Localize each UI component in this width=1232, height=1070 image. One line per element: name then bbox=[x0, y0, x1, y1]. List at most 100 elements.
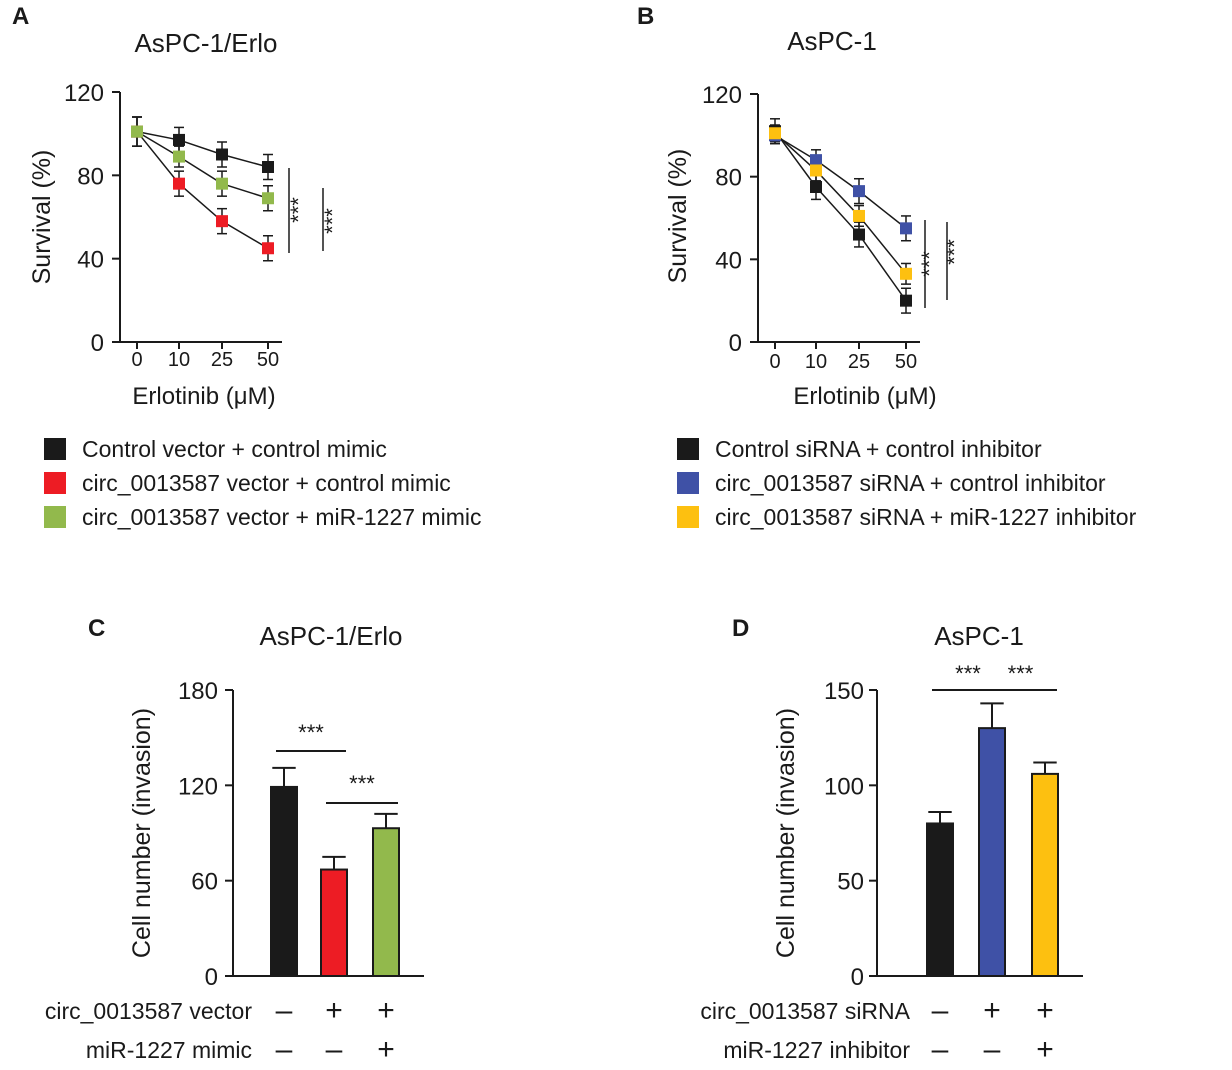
data-point bbox=[262, 192, 274, 205]
significance-label: *** bbox=[298, 720, 324, 745]
data-point bbox=[853, 228, 865, 241]
data-point bbox=[173, 133, 185, 146]
bar bbox=[978, 727, 1006, 978]
legend-label: circ_0013587 siRNA + control inhibitor bbox=[715, 470, 1106, 496]
significance-label: *** bbox=[286, 197, 311, 223]
y-tick-label: 0 bbox=[729, 330, 742, 357]
data-point bbox=[900, 222, 912, 235]
y-tick-label: 120 bbox=[178, 773, 218, 800]
legend-label: Control vector + control mimic bbox=[82, 436, 387, 462]
legend-label: circ_0013587 vector + miR-1227 mimic bbox=[82, 504, 481, 530]
legend-label: Control siRNA + control inhibitor bbox=[715, 436, 1042, 462]
y-axis-title: Cell number (invasion) bbox=[128, 708, 156, 958]
condition-label: circ_0013587 vector bbox=[45, 998, 252, 1024]
y-axis-title: Survival (%) bbox=[664, 149, 692, 284]
condition-sign: – bbox=[276, 994, 293, 1027]
x-tick-label: 10 bbox=[805, 351, 827, 373]
condition-sign: + bbox=[377, 994, 395, 1027]
y-tick-label: 50 bbox=[837, 869, 864, 896]
condition-sign: – bbox=[932, 994, 949, 1027]
series-line bbox=[774, 130, 907, 302]
panel-letter: D bbox=[732, 615, 749, 642]
legend-label: circ_0013587 siRNA + miR-1227 inhibitor bbox=[715, 504, 1137, 530]
legend-swatch bbox=[677, 506, 699, 528]
condition-sign: + bbox=[1036, 994, 1054, 1027]
chart-title: AsPC-1 bbox=[934, 621, 1024, 651]
series-line bbox=[136, 130, 269, 168]
data-point bbox=[853, 209, 865, 222]
data-point bbox=[216, 177, 228, 190]
data-point bbox=[131, 125, 143, 138]
panel-A: A AsPC-1/Erlo Survival (%) Erlotinib (μM) 0 4… bbox=[12, 3, 481, 530]
significance-label: *** bbox=[955, 661, 981, 686]
panel-D: D AsPC-1 Cell number (invasion) 0 50 100 150 **… bbox=[700, 615, 1083, 1066]
x-tick-label: 50 bbox=[895, 351, 917, 373]
data-point bbox=[216, 215, 228, 228]
y-tick-label: 80 bbox=[77, 163, 104, 190]
y-axis-title: Cell number (invasion) bbox=[772, 708, 800, 958]
data-point bbox=[262, 161, 274, 173]
condition-sign: + bbox=[1036, 1033, 1054, 1066]
legend-swatch bbox=[677, 472, 699, 494]
data-point bbox=[769, 127, 781, 140]
condition-sign: – bbox=[984, 1033, 1001, 1066]
panel-letter: B bbox=[637, 3, 654, 30]
condition-label: miR-1227 mimic bbox=[86, 1037, 252, 1063]
data-point bbox=[216, 148, 228, 161]
chart-title: AsPC-1 bbox=[787, 26, 877, 56]
x-tick-label: 25 bbox=[848, 351, 870, 373]
x-tick-label: 0 bbox=[131, 349, 142, 371]
panel-letter: A bbox=[12, 3, 29, 30]
chart-title: AsPC-1/Erlo bbox=[134, 28, 277, 58]
legend-swatch bbox=[677, 438, 699, 460]
legend-swatch bbox=[44, 438, 66, 460]
bar bbox=[1031, 772, 1059, 977]
data-point bbox=[853, 185, 865, 198]
data-point bbox=[900, 294, 912, 307]
series-line bbox=[136, 130, 269, 199]
y-tick-label: 120 bbox=[64, 80, 104, 107]
series-line bbox=[136, 131, 269, 249]
significance-label: *** bbox=[942, 239, 967, 265]
y-tick-label: 0 bbox=[91, 330, 104, 357]
data-point bbox=[173, 177, 185, 190]
series-line bbox=[774, 132, 907, 275]
x-axis-title: Erlotinib (μM) bbox=[793, 383, 936, 410]
bar bbox=[270, 785, 298, 978]
legend: Control vector + control mimic circ_00135… bbox=[44, 436, 481, 530]
condition-label: circ_0013587 siRNA bbox=[700, 998, 910, 1024]
bar bbox=[372, 827, 400, 977]
data-point bbox=[810, 154, 822, 167]
panel-C: C AsPC-1/Erlo Cell number (invasion) 0 60 120… bbox=[45, 615, 424, 1066]
y-tick-label: 180 bbox=[178, 678, 218, 705]
panel-letter: C bbox=[88, 615, 105, 642]
y-tick-label: 150 bbox=[824, 678, 864, 705]
significance-label: *** bbox=[1008, 661, 1034, 686]
y-tick-label: 40 bbox=[715, 247, 742, 274]
x-tick-label: 25 bbox=[211, 349, 233, 371]
x-tick-label: 50 bbox=[257, 349, 279, 371]
legend-swatch bbox=[44, 506, 66, 528]
chart-title: AsPC-1/Erlo bbox=[259, 621, 402, 651]
condition-sign: + bbox=[983, 994, 1001, 1027]
y-tick-label: 80 bbox=[715, 165, 742, 192]
x-tick-label: 0 bbox=[769, 351, 780, 373]
condition-sign: + bbox=[377, 1033, 395, 1066]
data-point bbox=[262, 242, 274, 255]
series-line bbox=[774, 134, 907, 229]
bar bbox=[926, 822, 954, 978]
x-axis-title: Erlotinib (μM) bbox=[132, 383, 275, 410]
significance-label: *** bbox=[320, 208, 345, 234]
y-tick-label: 120 bbox=[702, 82, 742, 109]
y-axis-title: Survival (%) bbox=[28, 150, 56, 285]
condition-sign: – bbox=[932, 1033, 949, 1066]
bar bbox=[320, 868, 348, 977]
panel-B: B AsPC-1 Survival (%) Erlotinib (μM) 0 40 80 12… bbox=[637, 3, 1137, 530]
data-point bbox=[173, 150, 185, 163]
y-tick-label: 100 bbox=[824, 773, 864, 800]
significance-label: *** bbox=[917, 251, 942, 277]
significance-label: *** bbox=[349, 771, 375, 796]
legend: Control siRNA + control inhibitor circ_00… bbox=[677, 436, 1137, 530]
data-point bbox=[900, 267, 912, 280]
y-tick-label: 60 bbox=[191, 869, 218, 896]
